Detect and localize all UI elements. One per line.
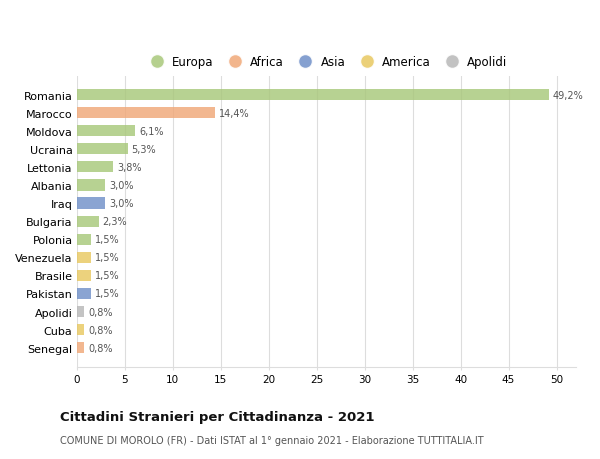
Text: 3,8%: 3,8% bbox=[117, 162, 142, 173]
Text: 6,1%: 6,1% bbox=[139, 126, 164, 136]
Text: 14,4%: 14,4% bbox=[219, 108, 250, 118]
Text: 2,3%: 2,3% bbox=[103, 217, 127, 227]
Text: 1,5%: 1,5% bbox=[95, 235, 119, 245]
Text: 1,5%: 1,5% bbox=[95, 271, 119, 281]
Bar bbox=[77, 180, 106, 191]
Bar bbox=[77, 252, 91, 263]
Text: 0,8%: 0,8% bbox=[88, 307, 113, 317]
Text: 3,0%: 3,0% bbox=[109, 180, 134, 190]
Bar bbox=[77, 306, 85, 318]
Bar bbox=[77, 108, 215, 119]
Bar bbox=[77, 270, 91, 281]
Bar bbox=[77, 144, 128, 155]
Text: 1,5%: 1,5% bbox=[95, 253, 119, 263]
Text: COMUNE DI MOROLO (FR) - Dati ISTAT al 1° gennaio 2021 - Elaborazione TUTTITALIA.: COMUNE DI MOROLO (FR) - Dati ISTAT al 1°… bbox=[60, 435, 484, 445]
Legend: Europa, Africa, Asia, America, Apolidi: Europa, Africa, Asia, America, Apolidi bbox=[143, 53, 510, 71]
Text: 5,3%: 5,3% bbox=[131, 145, 156, 155]
Bar bbox=[77, 288, 91, 299]
Bar bbox=[77, 234, 91, 245]
Text: Cittadini Stranieri per Cittadinanza - 2021: Cittadini Stranieri per Cittadinanza - 2… bbox=[60, 410, 374, 423]
Bar bbox=[77, 342, 85, 353]
Bar bbox=[77, 325, 85, 336]
Text: 1,5%: 1,5% bbox=[95, 289, 119, 299]
Bar bbox=[77, 198, 106, 209]
Bar bbox=[77, 162, 113, 173]
Bar bbox=[77, 126, 135, 137]
Text: 0,8%: 0,8% bbox=[88, 325, 113, 335]
Bar bbox=[77, 90, 549, 101]
Text: 0,8%: 0,8% bbox=[88, 343, 113, 353]
Text: 3,0%: 3,0% bbox=[109, 199, 134, 208]
Text: 49,2%: 49,2% bbox=[553, 90, 583, 101]
Bar bbox=[77, 216, 99, 227]
